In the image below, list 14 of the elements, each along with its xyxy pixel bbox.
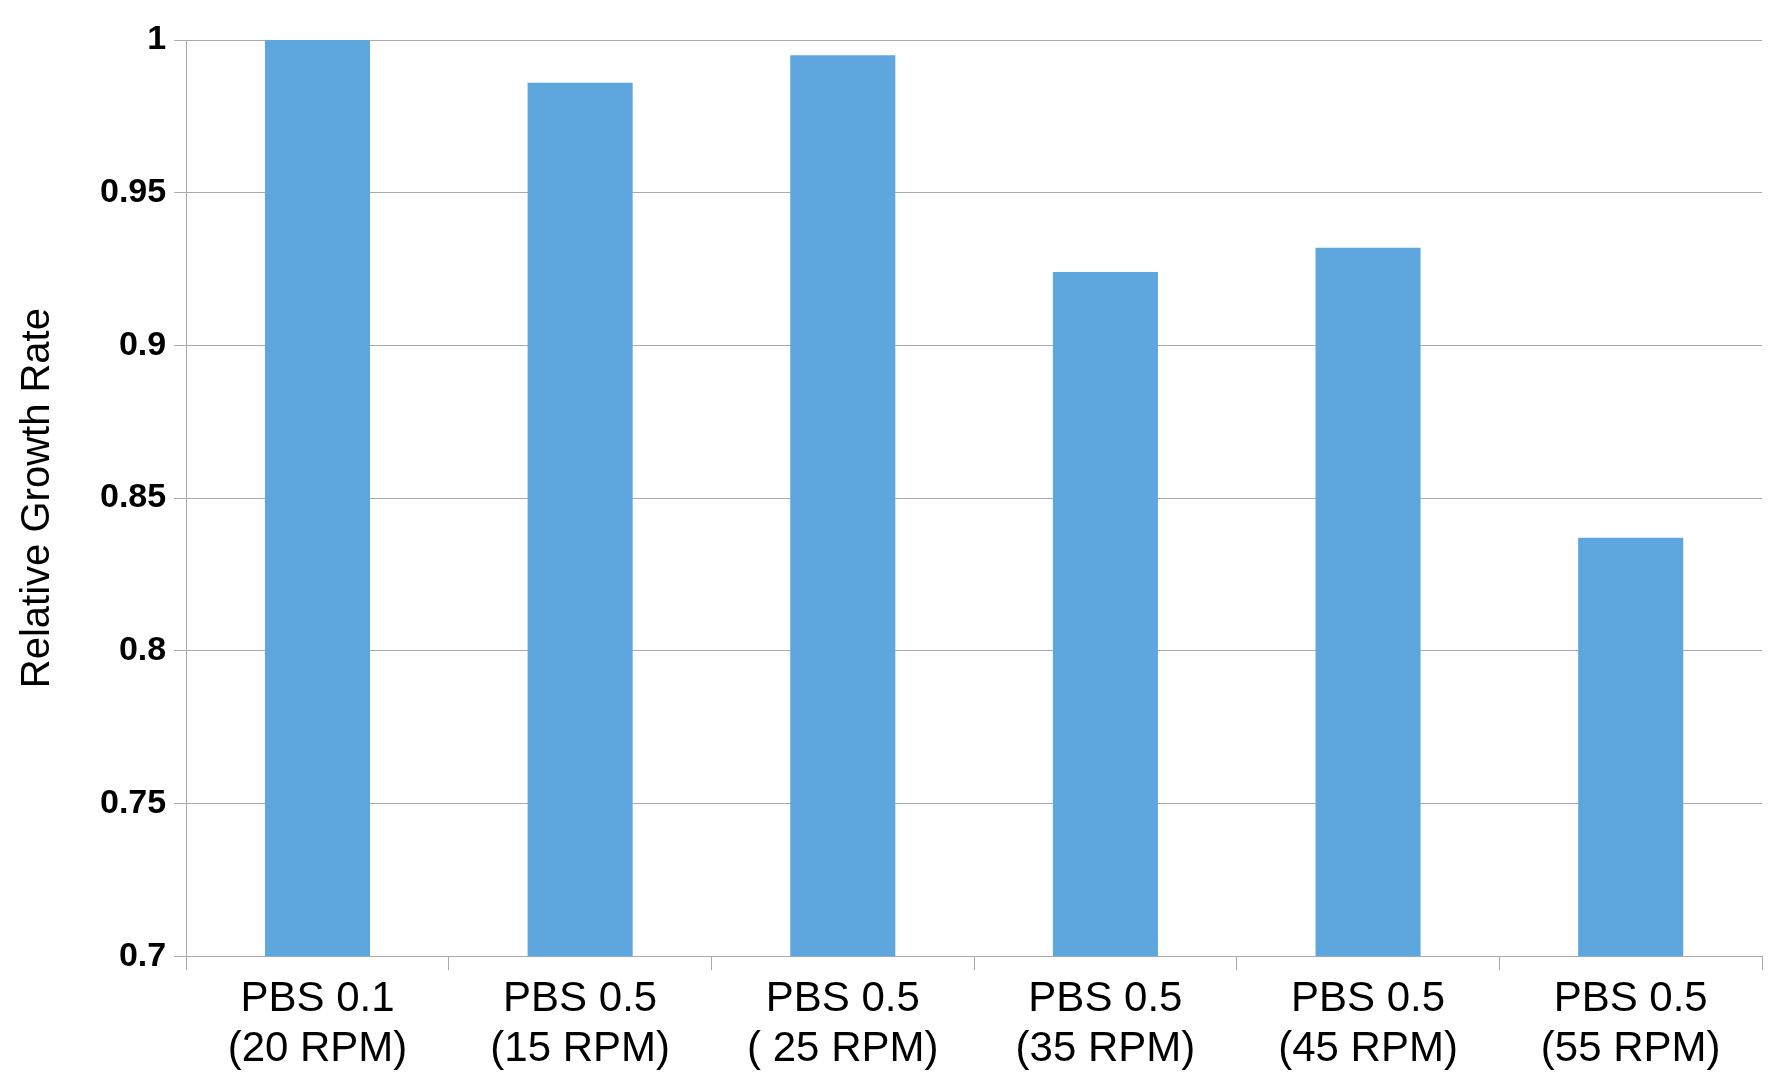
y-tick-label: 0.8: [118, 629, 167, 668]
x-tick-label: PBS 0.5 (45 RPM): [1278, 972, 1458, 1071]
y-tick-label: 0.85: [99, 476, 167, 515]
x-tick-label: PBS 0.5 (15 RPM): [490, 972, 670, 1071]
x-tick-label: PBS 0.5 ( 25 RPM): [747, 972, 939, 1071]
y-tick-label: 0.95: [99, 171, 167, 210]
x-tick-label: PBS 0.5 (35 RPM): [1015, 972, 1196, 1071]
y-tick-label: 0.9: [118, 323, 167, 362]
y-tick-label: 1: [147, 18, 167, 57]
y-tick-label: 0.7: [118, 934, 167, 973]
x-tick-label: PBS 0.1 (20 RPM): [227, 972, 408, 1071]
y-tick-label: 0.75: [99, 781, 167, 820]
x-tick-label: PBS 0.5 (55 RPM): [1540, 972, 1721, 1071]
y-axis-title: Relative Growth Rate: [13, 308, 58, 689]
